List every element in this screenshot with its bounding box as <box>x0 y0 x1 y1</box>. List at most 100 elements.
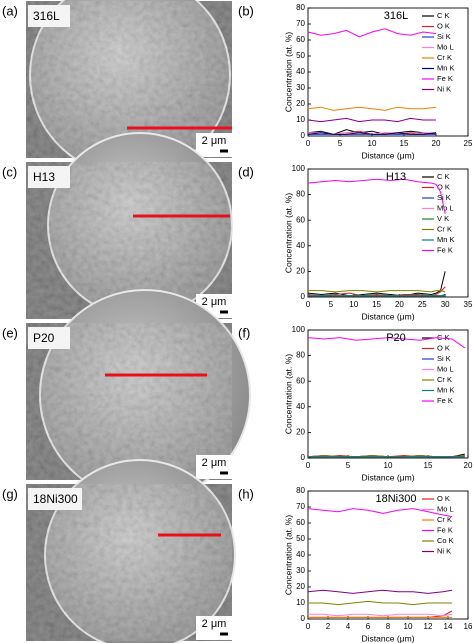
scale-box <box>196 455 232 479</box>
legend-label: Mo L <box>437 42 454 51</box>
y-tick-label: 80 <box>296 351 305 360</box>
plot-frame <box>307 329 469 459</box>
sample-label: P20 <box>33 331 55 345</box>
legend-label: Mn K <box>437 385 455 394</box>
legend-label: O K <box>437 343 450 352</box>
y-tick-label: 0 <box>301 614 306 623</box>
x-tick-label: 10 <box>404 622 413 631</box>
x-tick-label: 10 <box>368 139 377 148</box>
chart-title: 316L <box>384 10 408 22</box>
y-tick-label: 50 <box>296 51 305 60</box>
y-tick-label: 0 <box>301 131 306 140</box>
y-tick-label: 60 <box>296 215 305 224</box>
series-line <box>307 117 436 123</box>
scale-box <box>196 616 232 640</box>
chart-title: H13 <box>386 171 406 183</box>
label-box <box>28 488 82 510</box>
legend-label: Ni K <box>437 84 451 93</box>
y-tick-label: 40 <box>296 550 305 559</box>
label-box <box>28 166 70 188</box>
y-tick-label: 100 <box>292 325 306 334</box>
series-line <box>307 132 437 135</box>
scale-label: 2 μm <box>202 457 227 469</box>
x-tick-label: 0 <box>306 622 311 631</box>
series-line <box>307 106 437 111</box>
y-tick-label: 20 <box>296 428 305 437</box>
scale-label: 2 μm <box>202 135 227 147</box>
legend-label: V K <box>437 214 449 223</box>
x-tick-label: 5 <box>346 461 351 470</box>
x-tick-label: 10 <box>349 300 358 309</box>
plot-frame <box>307 168 469 298</box>
x-tick-label: 20 <box>395 300 404 309</box>
panel-label: (h) <box>238 486 254 501</box>
legend-label: Fe K <box>437 245 453 254</box>
chart-title: P20 <box>386 332 406 344</box>
sample-label: 18Ni300 <box>33 492 78 506</box>
sample-label: H13 <box>33 170 55 184</box>
panel-label: (b) <box>238 3 254 18</box>
legend-label: C K <box>437 172 450 181</box>
y-tick-label: 30 <box>296 83 305 92</box>
x-tick-label: 25 <box>418 300 427 309</box>
legend-label: Fe K <box>437 396 453 405</box>
legend-label: Si K <box>437 193 451 202</box>
legend-label: C K <box>437 11 450 20</box>
series-line <box>307 271 446 297</box>
x-tick-label: 2 <box>326 622 331 631</box>
y-tick-label: 60 <box>296 35 305 44</box>
y-tick-label: 0 <box>301 453 306 462</box>
x-axis-label: Distance (μm) <box>361 633 414 643</box>
x-tick-label: 25 <box>464 139 473 148</box>
x-tick-label: 0 <box>306 300 311 309</box>
y-tick-label: 10 <box>296 598 305 607</box>
chart-title: 18Ni300 <box>376 493 417 505</box>
series-line <box>307 129 437 135</box>
panel-label: (d) <box>238 164 254 179</box>
y-axis-label: Concentration (at. %) <box>283 32 293 112</box>
legend-label: O K <box>437 21 450 30</box>
label-box <box>28 327 70 349</box>
y-tick-label: 80 <box>296 486 305 495</box>
legend-label: Co K <box>437 536 454 545</box>
series-line <box>307 337 466 349</box>
series-line <box>307 178 446 214</box>
y-tick-label: 80 <box>296 190 305 199</box>
y-axis-label: Concentration (at. %) <box>283 515 293 595</box>
legend-label: Cr K <box>437 53 452 62</box>
plot-frame <box>307 490 469 620</box>
y-tick-label: 100 <box>292 164 306 173</box>
y-tick-label: 60 <box>296 376 305 385</box>
legend-label: Cr K <box>437 375 452 384</box>
panel-label: (c) <box>2 164 17 179</box>
legend-label: Cr K <box>437 224 452 233</box>
scale-box <box>196 133 232 157</box>
scale-label: 2 μm <box>202 618 227 630</box>
x-tick-label: 4 <box>346 622 351 631</box>
x-tick-label: 12 <box>424 622 433 631</box>
x-axis-label: Distance (μm) <box>361 311 414 321</box>
sem-texture <box>26 1 232 158</box>
legend-label: Mn K <box>437 235 455 244</box>
series-line <box>308 613 453 617</box>
y-tick-label: 50 <box>296 534 305 543</box>
scale-label: 2 μm <box>202 296 227 308</box>
x-tick-label: 5 <box>338 139 343 148</box>
x-tick-label: 16 <box>464 622 473 631</box>
y-axis-label: Concentration (at. %) <box>283 193 293 273</box>
panel-label: (g) <box>2 486 18 501</box>
x-axis-label: Distance (μm) <box>361 150 414 160</box>
x-axis-label: Distance (μm) <box>361 472 414 482</box>
x-tick-label: 30 <box>441 300 450 309</box>
legend-label: Fe K <box>437 525 453 534</box>
y-tick-label: 70 <box>296 19 305 28</box>
y-tick-label: 40 <box>296 241 305 250</box>
legend-label: O K <box>437 182 450 191</box>
y-tick-label: 20 <box>296 582 305 591</box>
legend-label: Mo L <box>437 203 454 212</box>
y-tick-label: 40 <box>296 67 305 76</box>
x-tick-label: 15 <box>372 300 381 309</box>
sem-texture <box>26 484 232 641</box>
y-tick-label: 20 <box>296 267 305 276</box>
